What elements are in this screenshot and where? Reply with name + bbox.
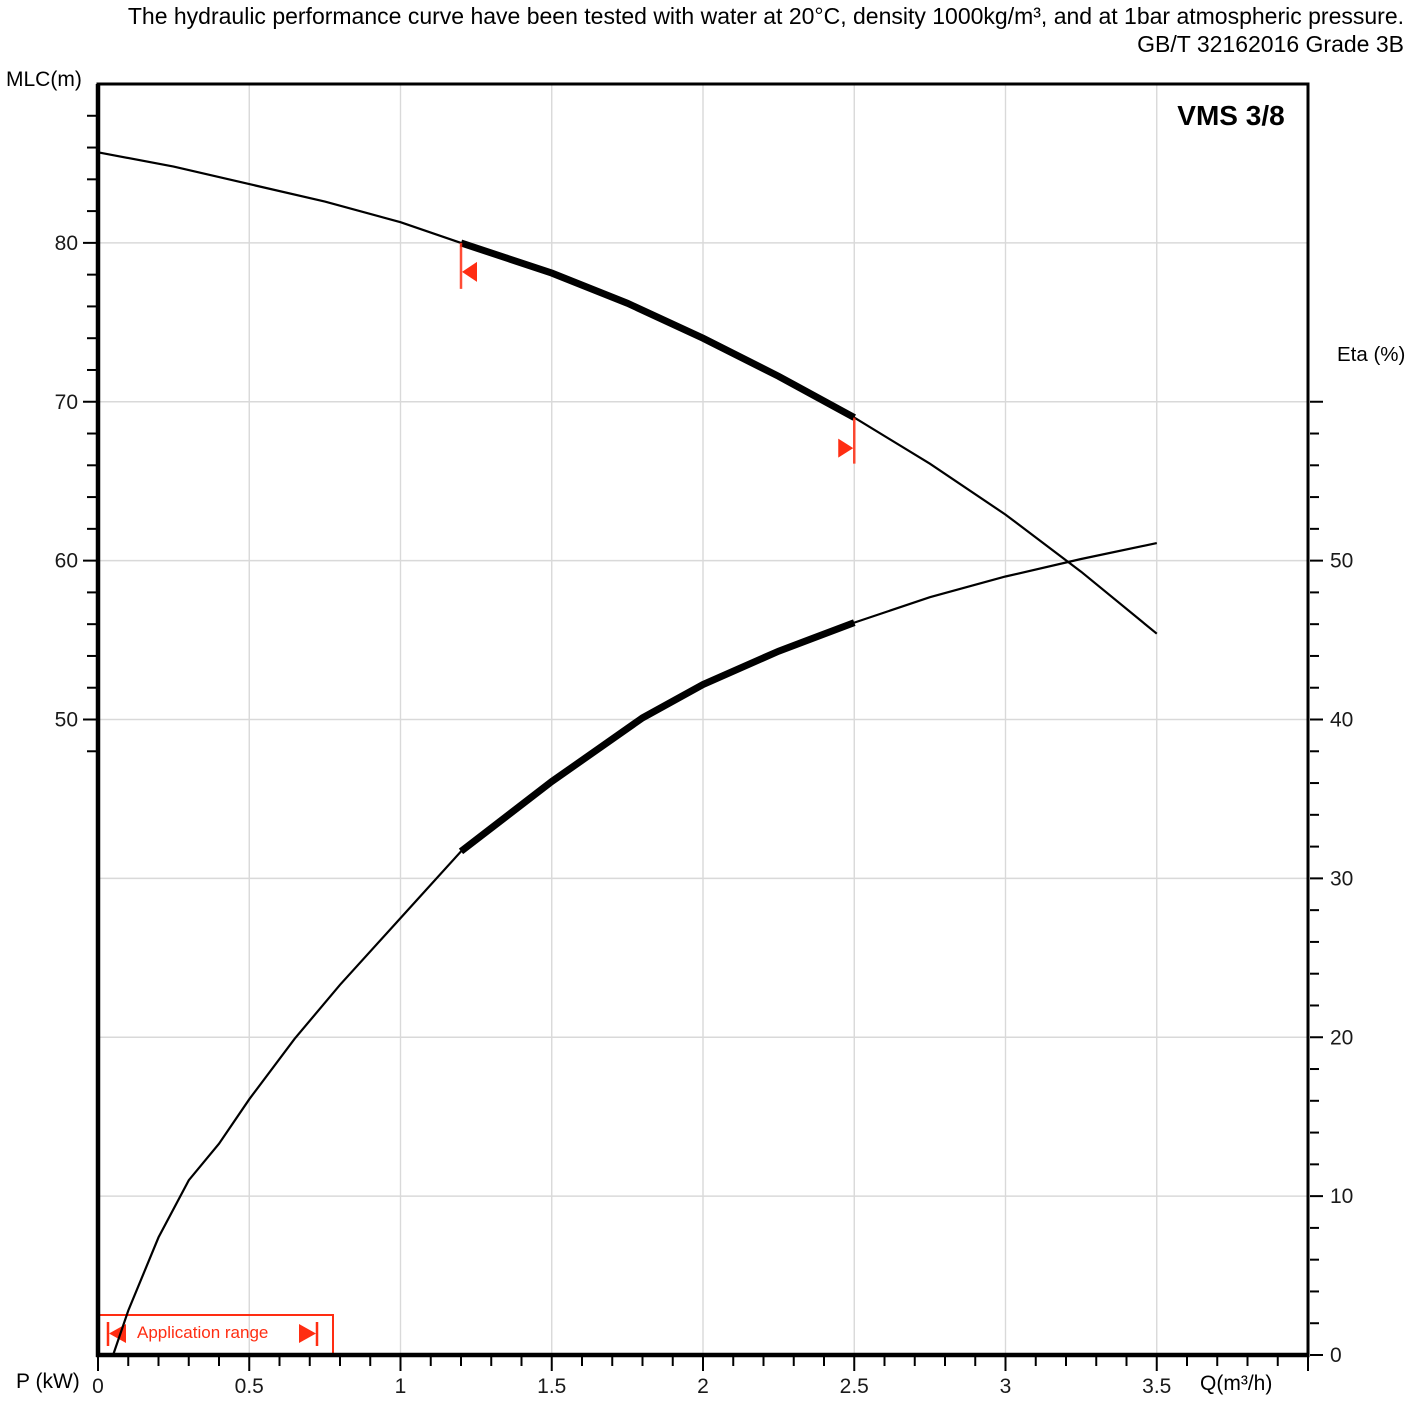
range-end-arrow-icon bbox=[838, 438, 854, 458]
test-conditions-note: The hydraulic performance curve have bee… bbox=[4, 2, 1404, 58]
x-tick-label: 2 bbox=[697, 1375, 709, 1398]
x-axis-label: Q(m³/h) bbox=[1200, 1372, 1273, 1395]
y-right-tick-label: 20 bbox=[1330, 1026, 1353, 1049]
y-right-tick-label: 30 bbox=[1330, 867, 1353, 890]
application-range-right-arrow-icon bbox=[299, 1324, 316, 1343]
head-curve-application-segment bbox=[459, 239, 856, 421]
x-tick-label: 1.5 bbox=[537, 1375, 566, 1398]
note-line2: GB/T 32162016 Grade 3B bbox=[1137, 31, 1404, 57]
y-right-tick-label: 50 bbox=[1330, 550, 1353, 573]
efficiency-curve bbox=[112, 542, 1158, 1356]
y-right-tick-label: 40 bbox=[1330, 709, 1353, 732]
note-line1: The hydraulic performance curve have bee… bbox=[127, 3, 1404, 29]
x-tick-label: 3.5 bbox=[1142, 1375, 1171, 1398]
y-right-axis-label: Eta (%) bbox=[1337, 343, 1406, 366]
y-left-tick-label: 70 bbox=[55, 391, 78, 414]
y-right-tick-label: 10 bbox=[1330, 1185, 1353, 1208]
range-start-arrow-icon bbox=[462, 261, 477, 282]
efficiency-curve-application-segment bbox=[458, 619, 856, 855]
power-axis-label: P (kW) bbox=[16, 1370, 80, 1393]
y-left-tick-label: 50 bbox=[55, 709, 78, 732]
pump-model-title: VMS 3/8 bbox=[1177, 100, 1285, 131]
x-tick-label: 0.5 bbox=[235, 1375, 264, 1398]
application-range-label: Application range bbox=[137, 1323, 269, 1342]
x-tick-label: 3 bbox=[1000, 1375, 1012, 1398]
y-right-tick-label: 0 bbox=[1330, 1344, 1342, 1367]
x-tick-label: 2.5 bbox=[840, 1375, 869, 1398]
y-left-axis-label: MLC(m) bbox=[6, 68, 82, 91]
head-curve bbox=[97, 151, 1158, 635]
y-left-tick-label: 80 bbox=[55, 232, 78, 255]
x-tick-label: 1 bbox=[395, 1375, 407, 1398]
x-tick-label: 0 bbox=[92, 1375, 104, 1398]
y-left-tick-label: 60 bbox=[55, 550, 78, 573]
